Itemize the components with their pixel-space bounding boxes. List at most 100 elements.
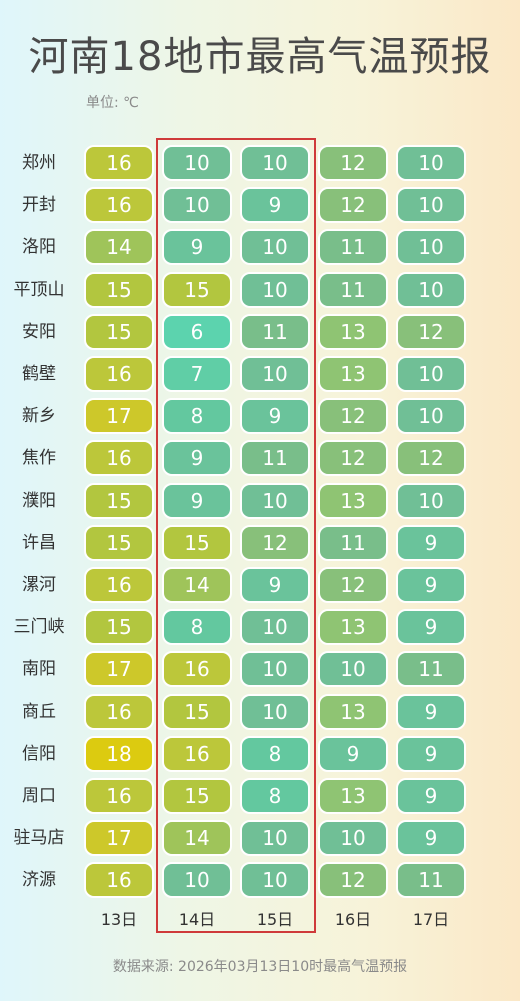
- heatmap-cell: 12: [318, 145, 388, 181]
- heatmap-cell: 10: [240, 145, 310, 181]
- city-label: 濮阳: [22, 490, 56, 511]
- city-label: 鹤壁: [22, 364, 56, 384]
- heatmap-cell: 15: [162, 524, 232, 561]
- heatmap-cell: 7: [162, 356, 232, 392]
- page-title: 河南18地市最高气温预报: [28, 34, 492, 80]
- heatmap-cell: 9: [396, 567, 466, 603]
- heatmap-cell: 11: [396, 862, 466, 899]
- heatmap-cell: 12: [318, 440, 388, 477]
- heatmap-cell: 9: [240, 398, 310, 435]
- city-label: 新乡: [22, 406, 56, 427]
- heatmap-cell: 11: [318, 271, 388, 308]
- heatmap-cell: 15: [84, 609, 154, 646]
- heatmap-cell: 16: [84, 187, 154, 224]
- heatmap-cell: 11: [240, 440, 310, 477]
- heatmap-cell: 10: [240, 482, 310, 519]
- heatmap-cell: 12: [396, 313, 466, 350]
- heatmap-cell: 9: [162, 440, 232, 477]
- heatmap-cell: 9: [396, 735, 466, 772]
- heatmap-cell: 12: [240, 524, 310, 561]
- heatmap-cell: 12: [318, 187, 388, 224]
- heatmap-cell: 10: [396, 356, 466, 392]
- heatmap-cell: 15: [162, 271, 232, 308]
- day-label: 16日: [334, 910, 372, 929]
- heatmap-cell: 9: [396, 609, 466, 646]
- heatmap-cell: 9: [318, 735, 388, 772]
- data-source-note: 数据来源: 2026年03月13日10时最高气温预报: [112, 959, 408, 975]
- heatmap-cell: 16: [84, 693, 154, 730]
- heatmap-cell: 15: [162, 693, 232, 730]
- day-label: 13日: [100, 910, 138, 929]
- heatmap-cell: 12: [318, 398, 388, 435]
- heatmap-cell: 9: [162, 229, 232, 266]
- city-label: 开封: [22, 195, 56, 216]
- heatmap-cell: 12: [318, 567, 388, 603]
- heatmap-cell: 10: [240, 862, 310, 899]
- heatmap-cell: 16: [84, 778, 154, 814]
- heatmap-cell: 11: [318, 524, 388, 561]
- city-label: 许昌: [22, 532, 56, 553]
- heatmap-cell: 12: [318, 862, 388, 899]
- day-label: 14日: [178, 910, 216, 929]
- heatmap-cell: 10: [396, 145, 466, 181]
- city-label: 漯河: [22, 575, 56, 595]
- heatmap-cell: 15: [162, 778, 232, 814]
- heatmap-cell: 10: [240, 609, 310, 646]
- heatmap-cell: 15: [84, 271, 154, 308]
- heatmap-cell: 10: [240, 229, 310, 266]
- day-label: 15日: [256, 910, 294, 929]
- highlight-box: [156, 138, 316, 933]
- heatmap-cell: 14: [84, 229, 154, 266]
- heatmap-cell: 18: [84, 735, 154, 772]
- heatmap-cell: 15: [84, 313, 154, 350]
- city-label: 焦作: [22, 448, 56, 469]
- city-label: 平顶山: [13, 279, 65, 300]
- city-label: 洛阳: [22, 237, 56, 258]
- heatmap-cell: 10: [240, 271, 310, 308]
- heatmap-cell: 8: [162, 398, 232, 435]
- heatmap-cell: 17: [84, 651, 154, 688]
- city-label: 安阳: [22, 321, 56, 342]
- heatmap-cell: 16: [162, 735, 232, 772]
- heatmap-cell: 13: [318, 693, 388, 730]
- heatmap-cell: 8: [240, 735, 310, 772]
- heatmap-cell: 11: [318, 229, 388, 266]
- unit-label: 单位: ℃: [86, 95, 139, 111]
- heatmap-cell: 10: [318, 651, 388, 688]
- heatmap-cell: 9: [240, 187, 310, 224]
- city-label: 南阳: [22, 659, 56, 680]
- heatmap-cell: 10: [318, 820, 388, 857]
- heatmap-cell: 16: [162, 651, 232, 688]
- heatmap-cell: 12: [396, 440, 466, 477]
- heatmap-cell: 8: [162, 609, 232, 646]
- heatmap-cell: 11: [240, 313, 310, 350]
- heatmap-cell: 10: [162, 145, 232, 181]
- heatmap-cell: 14: [162, 567, 232, 603]
- heatmap-cell: 16: [84, 567, 154, 603]
- heatmap-cell: 16: [84, 862, 154, 899]
- city-label: 郑州: [22, 153, 56, 173]
- city-label: 周口: [22, 786, 56, 806]
- heatmap-cell: 9: [396, 820, 466, 857]
- heatmap-cell: 10: [240, 651, 310, 688]
- heatmap-cell: 10: [162, 187, 232, 224]
- heatmap-cell: 15: [84, 524, 154, 561]
- heatmap-cell: 17: [84, 820, 154, 857]
- heatmap-cell: 9: [162, 482, 232, 519]
- heatmap-cell: 9: [396, 778, 466, 814]
- heatmap-cell: 16: [84, 145, 154, 181]
- heatmap-cell: 10: [240, 356, 310, 392]
- heatmap-cell: 17: [84, 398, 154, 435]
- heatmap-cell: 13: [318, 313, 388, 350]
- heatmap-cell: 9: [396, 693, 466, 730]
- heatmap-cell: 6: [162, 313, 232, 350]
- day-label: 17日: [412, 910, 450, 929]
- city-label: 三门峡: [13, 617, 65, 638]
- city-label: 驻马店: [13, 828, 65, 849]
- heatmap-cell: 13: [318, 778, 388, 814]
- city-label: 信阳: [22, 743, 56, 764]
- heatmap-cell: 10: [240, 693, 310, 730]
- heatmap-cell: 8: [240, 778, 310, 814]
- heatmap-cell: 16: [84, 356, 154, 392]
- heatmap-cell: 11: [396, 651, 466, 688]
